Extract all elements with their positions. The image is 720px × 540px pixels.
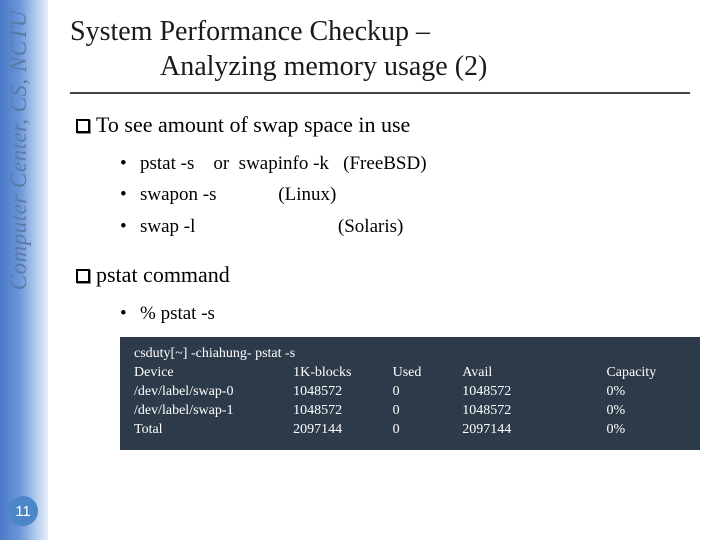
- list-item: swapon -s (Linux): [120, 179, 710, 210]
- slide-title: System Performance Checkup – Analyzing m…: [70, 14, 710, 84]
- bullet-list-2: % pstat -s: [120, 298, 710, 329]
- cell-device: /dev/label/swap-0: [134, 383, 293, 402]
- cell-used: 0: [393, 383, 463, 402]
- section-heading-1-text: To see amount of swap space in use: [96, 112, 410, 137]
- cell-capacity: 0%: [606, 402, 686, 421]
- sidebar: Computer Center, CS, NCTU 11: [0, 0, 48, 540]
- slide-content: System Performance Checkup – Analyzing m…: [70, 14, 710, 470]
- section-pstat: pstat command % pstat -s csduty[~] -chia…: [70, 262, 710, 450]
- title-line-1: System Performance Checkup –: [70, 14, 710, 49]
- list-item: pstat -s or swapinfo -k (FreeBSD): [120, 148, 710, 179]
- list-item: % pstat -s: [120, 298, 710, 329]
- col-header-blocks: 1K-blocks: [293, 364, 392, 383]
- cell-capacity: 0%: [606, 421, 686, 440]
- bullet-list-1: pstat -s or swapinfo -k (FreeBSD) swapon…: [120, 148, 710, 242]
- cell-device: Total: [134, 421, 293, 440]
- col-header-device: Device: [134, 364, 293, 383]
- terminal-row: Total 2097144 0 2097144 0%: [134, 421, 686, 440]
- title-divider: [70, 92, 690, 94]
- cell-blocks: 1048572: [293, 402, 392, 421]
- cell-used: 0: [393, 402, 463, 421]
- terminal-output: csduty[~] -chiahung- pstat -s Device 1K-…: [120, 337, 700, 449]
- col-header-used: Used: [393, 364, 463, 383]
- cell-blocks: 2097144: [293, 421, 392, 440]
- section-swap-space: To see amount of swap space in use pstat…: [70, 112, 710, 242]
- checkbox-icon: [76, 269, 90, 283]
- terminal-header-row: Device 1K-blocks Used Avail Capacity: [134, 364, 686, 383]
- col-header-avail: Avail: [462, 364, 606, 383]
- sidebar-label: Computer Center, CS, NCTU: [6, 10, 32, 290]
- cell-avail: 1048572: [462, 383, 606, 402]
- section-heading-2: pstat command: [76, 262, 710, 288]
- list-item: swap -l (Solaris): [120, 211, 710, 242]
- terminal-row: /dev/label/swap-1 1048572 0 1048572 0%: [134, 402, 686, 421]
- cell-used: 0: [393, 421, 463, 440]
- cell-device: /dev/label/swap-1: [134, 402, 293, 421]
- section-heading-2-text: pstat command: [96, 262, 230, 287]
- section-heading-1: To see amount of swap space in use: [76, 112, 710, 138]
- terminal-command: csduty[~] -chiahung- pstat -s: [134, 345, 686, 364]
- title-line-2: Analyzing memory usage (2): [70, 49, 710, 84]
- cell-avail: 1048572: [462, 402, 606, 421]
- cell-avail: 2097144: [462, 421, 606, 440]
- page-number-badge: 11: [8, 496, 38, 526]
- cell-blocks: 1048572: [293, 383, 392, 402]
- cell-capacity: 0%: [606, 383, 686, 402]
- checkbox-icon: [76, 119, 90, 133]
- terminal-row: /dev/label/swap-0 1048572 0 1048572 0%: [134, 383, 686, 402]
- col-header-capacity: Capacity: [606, 364, 686, 383]
